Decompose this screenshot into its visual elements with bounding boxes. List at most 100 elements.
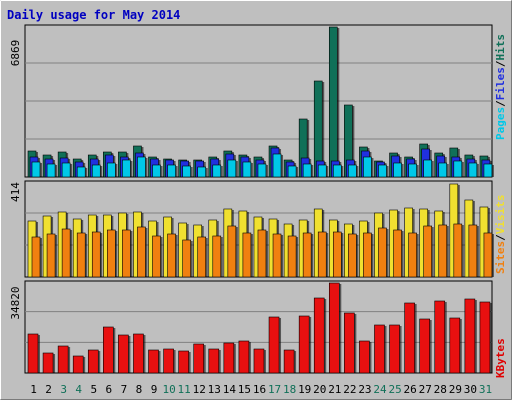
- x-tick-label-25: 25: [388, 383, 401, 396]
- bar-sites-day-22: [348, 233, 357, 278]
- x-tick-label-1: 1: [30, 383, 37, 396]
- bar-sites-day-1: [31, 236, 41, 278]
- y-legend-top: Pages/Files/Hits: [494, 34, 507, 140]
- bar-kbytes-day-23: [359, 340, 370, 374]
- bar-kbytes-day-19: [298, 315, 310, 374]
- bar-kbytes-day-30: [464, 298, 476, 374]
- bar-kbytes-day-10: [163, 348, 174, 374]
- bar-kbytes-day-21: [328, 282, 340, 374]
- panel-hits-files-pages: [24, 24, 494, 178]
- bar-sites-day-6: [107, 229, 116, 278]
- x-tick-label-4: 4: [75, 383, 82, 396]
- bar-pages-day-19: [302, 163, 312, 178]
- bar-kbytes-day-16: [253, 348, 265, 374]
- panel-kbytes: [24, 280, 493, 374]
- legend-pages: Pages: [494, 107, 507, 140]
- bar-kbytes-day-14: [223, 342, 235, 374]
- bar-pages-day-17: [272, 153, 282, 178]
- bar-pages-day-4: [76, 166, 86, 178]
- y-max-label-bottom: 34820: [9, 286, 22, 319]
- bar-pages-day-25: [393, 162, 402, 178]
- y-legend-middle: Sites/Visits: [494, 195, 507, 275]
- bar-sites-day-4: [76, 232, 86, 278]
- y-legend-bottom: KBytes: [494, 338, 507, 378]
- bar-kbytes-day-20: [313, 297, 325, 374]
- bar-sites-day-2: [46, 233, 56, 278]
- bar-pages-day-23: [363, 156, 372, 178]
- x-tick-label-27: 27: [419, 383, 432, 396]
- bar-pages-day-3: [61, 162, 71, 178]
- legend-sep-3: /: [494, 234, 507, 241]
- x-tick-label-10: 10: [162, 383, 175, 396]
- bar-pages-day-11: [182, 165, 191, 178]
- bar-sites-day-3: [61, 228, 71, 278]
- bar-kbytes-day-8: [133, 333, 144, 374]
- x-tick-label-8: 8: [136, 383, 143, 396]
- bar-pages-day-27: [423, 159, 432, 178]
- legend-visits: Visits: [494, 195, 507, 235]
- x-tick-label-16: 16: [253, 383, 266, 396]
- x-axis-labels: 1 2 3 4 5 6 7 8 9 10 11 12 13 14 15 16 17 18 19 20 21 22 23 24 2…: [30, 383, 492, 396]
- bar-sites-day-23: [363, 232, 372, 278]
- bar-kbytes-day-12: [193, 343, 205, 374]
- bar-sites-day-21: [332, 231, 342, 278]
- bar-sites-day-7: [122, 229, 131, 278]
- bar-pages-day-15: [242, 161, 252, 178]
- x-tick-label-24: 24: [373, 383, 387, 396]
- bar-sites-day-13: [212, 235, 222, 278]
- legend-kbytes: KBytes: [494, 338, 507, 378]
- bar-kbytes-day-27: [419, 318, 430, 374]
- legend-hits: Hits: [494, 34, 507, 61]
- bar-pages-day-18: [287, 165, 297, 178]
- x-tick-label-20: 20: [313, 383, 326, 396]
- x-tick-label-3: 3: [60, 383, 67, 396]
- bar-sites-day-10: [167, 233, 176, 278]
- legend-sep-1: /: [494, 100, 507, 107]
- bar-pages-day-24: [378, 164, 387, 178]
- bar-kbytes-day-22: [344, 312, 355, 374]
- bar-pages-day-13: [212, 164, 222, 178]
- bar-sites-day-19: [302, 232, 312, 278]
- bar-sites-day-27: [423, 225, 432, 278]
- bar-kbytes-day-3: [57, 345, 69, 374]
- bar-hits-day-21: [328, 26, 338, 178]
- bar-sites-day-20: [317, 231, 327, 278]
- x-tick-label-2: 2: [45, 383, 52, 396]
- bar-pages-day-9: [152, 164, 161, 178]
- bar-kbytes-day-31: [479, 301, 491, 374]
- x-tick-label-12: 12: [193, 383, 206, 396]
- bar-pages-day-20: [317, 164, 327, 178]
- x-tick-label-21: 21: [328, 383, 341, 396]
- x-tick-label-31: 31: [479, 383, 492, 396]
- x-tick-label-17: 17: [268, 383, 281, 396]
- x-tick-label-11: 11: [178, 383, 191, 396]
- bar-kbytes-day-4: [72, 355, 84, 374]
- bar-kbytes-day-18: [283, 349, 295, 374]
- bar-pages-day-6: [107, 162, 116, 178]
- bar-kbytes-day-2: [42, 352, 54, 374]
- bar-sites-day-8: [137, 226, 146, 278]
- x-tick-label-23: 23: [358, 383, 371, 396]
- bar-sites-day-15: [242, 232, 252, 278]
- bar-kbytes-day-9: [148, 349, 159, 374]
- bar-pages-day-29: [453, 160, 463, 178]
- x-tick-label-19: 19: [298, 383, 311, 396]
- bar-kbytes-day-24: [374, 324, 385, 374]
- bar-pages-day-12: [197, 166, 207, 178]
- bar-pages-day-8: [137, 156, 146, 178]
- bar-sites-day-11: [182, 239, 191, 278]
- bar-kbytes-day-26: [404, 302, 415, 374]
- bar-kbytes-day-5: [87, 349, 99, 374]
- bar-sites-day-30: [468, 224, 478, 278]
- bar-kbytes-day-6: [103, 326, 114, 374]
- legend-sites: Sites: [494, 241, 507, 274]
- bar-pages-day-1: [31, 161, 41, 178]
- bar-kbytes-day-17: [268, 316, 280, 374]
- x-tick-label-9: 9: [151, 383, 158, 396]
- bar-sites-day-26: [408, 232, 417, 278]
- bar-pages-day-7: [122, 159, 131, 178]
- y-max-label-middle: 414: [9, 182, 22, 202]
- x-tick-label-30: 30: [464, 383, 477, 396]
- x-tick-label-14: 14: [223, 383, 237, 396]
